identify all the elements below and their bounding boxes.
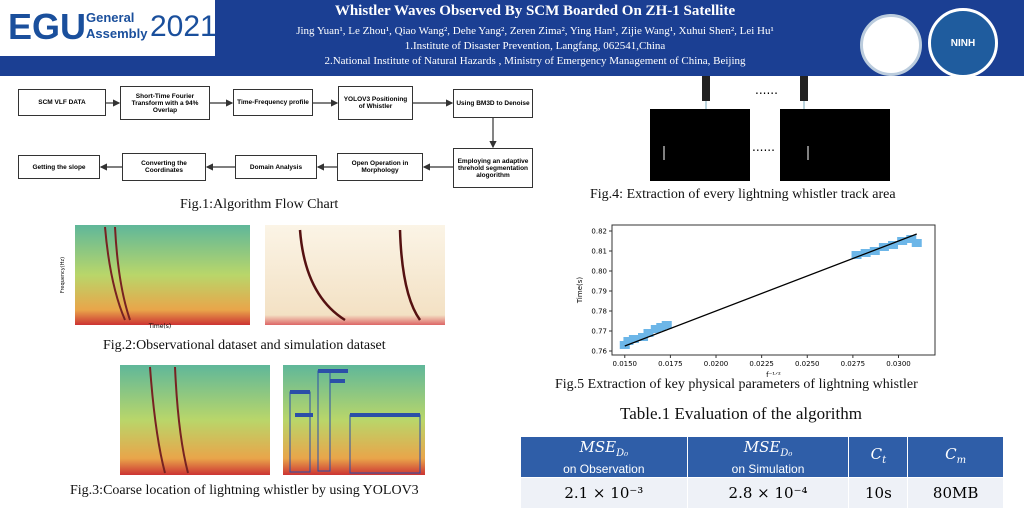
- spectrogram: [75, 225, 250, 325]
- logo-general: General: [86, 10, 135, 25]
- figure-caption: Fig.4: Extraction of every lightning whi…: [590, 187, 896, 202]
- logo-assembly: Assembly: [86, 26, 148, 41]
- x-tick-label: 0.0200: [704, 360, 729, 368]
- figure-caption: Fig.5 Extraction of key physical paramet…: [555, 377, 918, 392]
- flow-node: Open Operation in Morphology: [337, 153, 423, 181]
- y-axis-label: Time(s): [576, 277, 584, 305]
- header-subscript: D₀: [616, 447, 629, 459]
- flow-arrows: [99, 99, 497, 171]
- logo-year: 2021: [150, 10, 217, 43]
- table-header: MSED₀ on Simulation: [686, 436, 850, 478]
- logo-institute: [860, 14, 922, 76]
- header-subscript: t: [882, 454, 887, 466]
- header-symbol: C: [870, 444, 883, 463]
- x-tick-label: 0.0225: [749, 360, 774, 368]
- results-table: MSED₀ on Observation MSED₀ on Simulation Ct C…: [520, 436, 1004, 509]
- figure-images: Time(s) Frequency(Hz): [60, 225, 445, 475]
- fig5-chart: 0.0150 0.0175 0.0200 0.0225 0.0250 0.0275 0.03…: [576, 224, 936, 379]
- table-cell: 10s: [848, 477, 909, 509]
- flow-node: YOLOV3 Positioning of Whistler: [338, 86, 413, 120]
- affiliation: 1.Institute of Disaster Prevention, Lang…: [404, 40, 666, 52]
- logo-ninh: NINH: [928, 8, 998, 78]
- header-symbol: MSE: [743, 437, 781, 456]
- axis-label: Frequency(Hz): [60, 257, 66, 293]
- header-subscript: m: [956, 454, 967, 466]
- table-row: 2.1 × 10⁻³ 2.8 × 10⁻⁴ 10s 80MB: [520, 477, 1004, 509]
- logo-box: EGU General Assembly 2021: [0, 0, 217, 56]
- figure-caption: Fig.1:Algorithm Flow Chart: [180, 197, 339, 212]
- table-header: Cm: [907, 436, 1004, 478]
- logo-egu: EGU: [8, 6, 87, 47]
- flow-node: Getting the slope: [18, 155, 100, 179]
- data-point: [906, 235, 917, 243]
- flow-node: Time-Frequency profile: [233, 89, 313, 116]
- y-tick-label: 0.76: [591, 348, 607, 356]
- data-point: [643, 329, 654, 337]
- header-subscript: D₀: [780, 447, 793, 459]
- flow-node: Short-Time Fourier Transform with a 94% …: [120, 86, 210, 120]
- header-symbol: MSE: [579, 437, 617, 456]
- x-axis-label: f⁻¹ᐟ²: [766, 371, 781, 379]
- header-band: EGU General Assembly 2021 Whistler Waves…: [0, 0, 1024, 78]
- x-tick-label: 0.0275: [841, 360, 866, 368]
- y-tick-label: 0.77: [591, 328, 607, 336]
- fig4-images: ...... ......: [650, 76, 890, 181]
- y-tick-label: 0.80: [591, 268, 607, 276]
- data-point: [888, 241, 899, 249]
- y-tick-label: 0.81: [591, 248, 607, 256]
- y-tick-label: 0.78: [591, 308, 607, 316]
- poster-title: Whistler Waves Observed By SCM Boarded O…: [334, 3, 736, 19]
- flow-node: Converting the Coordinates: [122, 153, 206, 181]
- data-point: [911, 239, 922, 247]
- table-cell: 2.8 × 10⁻⁴: [686, 477, 850, 509]
- flow-node: SCM VLF DATA: [18, 89, 106, 116]
- flowchart: SCM VLF DATA Short-Time Fourier Transform…: [0, 76, 560, 206]
- flow-node: Using BM3D to Denoise: [453, 89, 533, 118]
- axis-label: Time(s): [148, 323, 172, 330]
- data-point: [897, 237, 908, 245]
- authors: Jing Yuan¹, Le Zhou¹, Qiao Wang², Dehe Y…: [296, 25, 774, 37]
- ellipsis: ......: [752, 140, 775, 154]
- x-tick-label: 0.0150: [613, 360, 638, 368]
- figure-caption: Fig.3:Coarse location of lightning whist…: [70, 483, 419, 498]
- y-tick-label: 0.79: [591, 288, 607, 296]
- data-point: [638, 333, 649, 341]
- data-point: [656, 323, 667, 331]
- data-point: [869, 247, 880, 255]
- data-point: [851, 251, 862, 259]
- flow-node: Domain Analysis: [235, 155, 317, 179]
- header-note: on Simulation: [731, 461, 805, 476]
- table-cell: 80MB: [907, 477, 1004, 509]
- flow-node: Employing an adaptive threhold segmentat…: [453, 148, 533, 188]
- table-title: Table.1 Evaluation of the algorithm: [620, 404, 862, 423]
- data-point: [650, 325, 661, 333]
- spectrogram: [283, 365, 425, 475]
- header-note: on Observation: [563, 461, 645, 476]
- affiliation: 2.National Institute of Natural Hazards …: [324, 55, 746, 67]
- data-point: [661, 321, 672, 329]
- fit-line: [624, 233, 917, 347]
- table-header: Ct: [848, 436, 909, 478]
- ellipsis: ......: [755, 83, 778, 97]
- spectrogram: [120, 365, 270, 475]
- x-tick-label: 0.0300: [886, 360, 911, 368]
- plot-frame: [611, 224, 936, 356]
- table-cell: 2.1 × 10⁻³: [520, 477, 688, 509]
- table-header: MSED₀ on Observation: [520, 436, 688, 478]
- figure-caption: Fig.2:Observational dataset and simulati…: [103, 338, 386, 353]
- y-tick-label: 0.82: [591, 228, 607, 236]
- data-point: [623, 337, 634, 345]
- x-tick-label: 0.0250: [795, 360, 820, 368]
- x-tick-label: 0.0175: [658, 360, 683, 368]
- data-point: [628, 335, 639, 343]
- header-symbol: C: [945, 444, 957, 463]
- spectrogram: [265, 225, 445, 325]
